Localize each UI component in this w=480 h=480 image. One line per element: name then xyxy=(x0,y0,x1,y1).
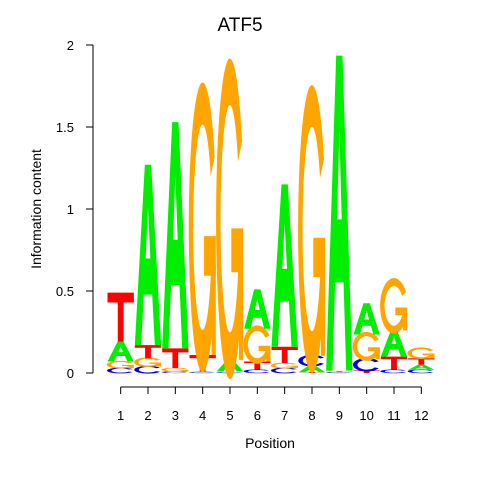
letter-C xyxy=(243,369,270,374)
letter-C xyxy=(407,369,434,374)
logo-stack-4 xyxy=(188,82,216,374)
letter-A xyxy=(189,371,216,373)
letter-G xyxy=(161,367,189,372)
x-axis-label: Position xyxy=(245,435,295,451)
letter-T xyxy=(326,371,353,373)
x-tick-label: 2 xyxy=(144,408,151,423)
letter-G xyxy=(298,85,326,373)
letter-C xyxy=(380,369,406,374)
x-tick-label: 5 xyxy=(226,408,233,423)
letter-G xyxy=(407,347,435,359)
letter-G xyxy=(380,278,408,334)
letter-T xyxy=(107,292,134,342)
letter-G xyxy=(325,370,353,372)
x-tick-label: 6 xyxy=(254,408,261,423)
logo-stack-8 xyxy=(298,85,326,373)
letter-G xyxy=(106,360,134,369)
letter-A xyxy=(271,184,298,347)
letter-T xyxy=(162,348,189,369)
letter-A xyxy=(298,365,326,373)
letter-A xyxy=(244,289,271,329)
letter-T xyxy=(408,358,435,365)
logo-stack-2 xyxy=(134,164,162,374)
chart-title: ATF5 xyxy=(217,15,262,36)
letter-G xyxy=(188,82,216,373)
logo-stack-5 xyxy=(216,58,244,379)
logo-stack-12 xyxy=(407,347,435,374)
letter-A xyxy=(216,359,244,372)
logo-stack-1 xyxy=(106,292,134,374)
x-tick-label: 12 xyxy=(414,408,428,423)
logo-stack-11 xyxy=(380,278,408,374)
letter-G xyxy=(352,332,380,361)
letter-A xyxy=(353,303,380,335)
x-axis: 1 2 3 4 5 6 7 8 9 10 11 12 xyxy=(117,386,429,423)
logo-stack-9 xyxy=(325,55,353,374)
x-tick-label: 11 xyxy=(387,408,401,423)
letter-T xyxy=(271,346,298,364)
logo-stack-10 xyxy=(352,303,380,373)
letter-G xyxy=(134,357,162,367)
letter-A xyxy=(326,55,353,371)
letter-G xyxy=(270,362,298,369)
y-tick-label: 0 xyxy=(67,366,74,381)
y-tick-label: 0.5 xyxy=(56,284,74,299)
letter-A xyxy=(162,122,189,349)
x-tick-label: 1 xyxy=(117,408,124,423)
x-tick-label: 4 xyxy=(199,408,206,423)
letter-A xyxy=(134,164,162,346)
logo-stack-3 xyxy=(161,122,189,374)
letter-C xyxy=(161,371,188,374)
x-tick-label: 3 xyxy=(172,408,179,423)
x-tick-label: 7 xyxy=(281,408,288,423)
letter-T xyxy=(134,345,162,359)
y-tick-label: 1 xyxy=(67,202,74,217)
letter-A xyxy=(408,364,435,370)
x-tick-label: 9 xyxy=(336,408,343,423)
letter-C xyxy=(134,365,160,374)
logo-stack-7 xyxy=(270,184,298,374)
logo-stack-6 xyxy=(243,289,271,374)
letter-C xyxy=(107,367,133,374)
letter-G xyxy=(243,325,271,364)
letter-G xyxy=(216,58,244,379)
letter-A xyxy=(107,341,134,362)
letter-C xyxy=(189,372,215,374)
y-tick-label: 1.5 xyxy=(56,120,74,135)
plot-area xyxy=(106,55,435,379)
letter-C xyxy=(325,372,352,374)
letter-T xyxy=(244,361,271,370)
y-axis-label: Information content xyxy=(28,149,44,269)
x-tick-label: 10 xyxy=(359,408,373,423)
letter-C xyxy=(271,367,297,374)
letter-C xyxy=(216,372,242,374)
letter-A xyxy=(380,330,408,357)
letter-T xyxy=(380,356,408,370)
y-tick-label: 2 xyxy=(67,38,74,53)
x-tick-label: 8 xyxy=(308,408,315,423)
y-axis: 0 0.5 1 1.5 2 xyxy=(56,38,94,381)
letter-T xyxy=(353,370,380,373)
